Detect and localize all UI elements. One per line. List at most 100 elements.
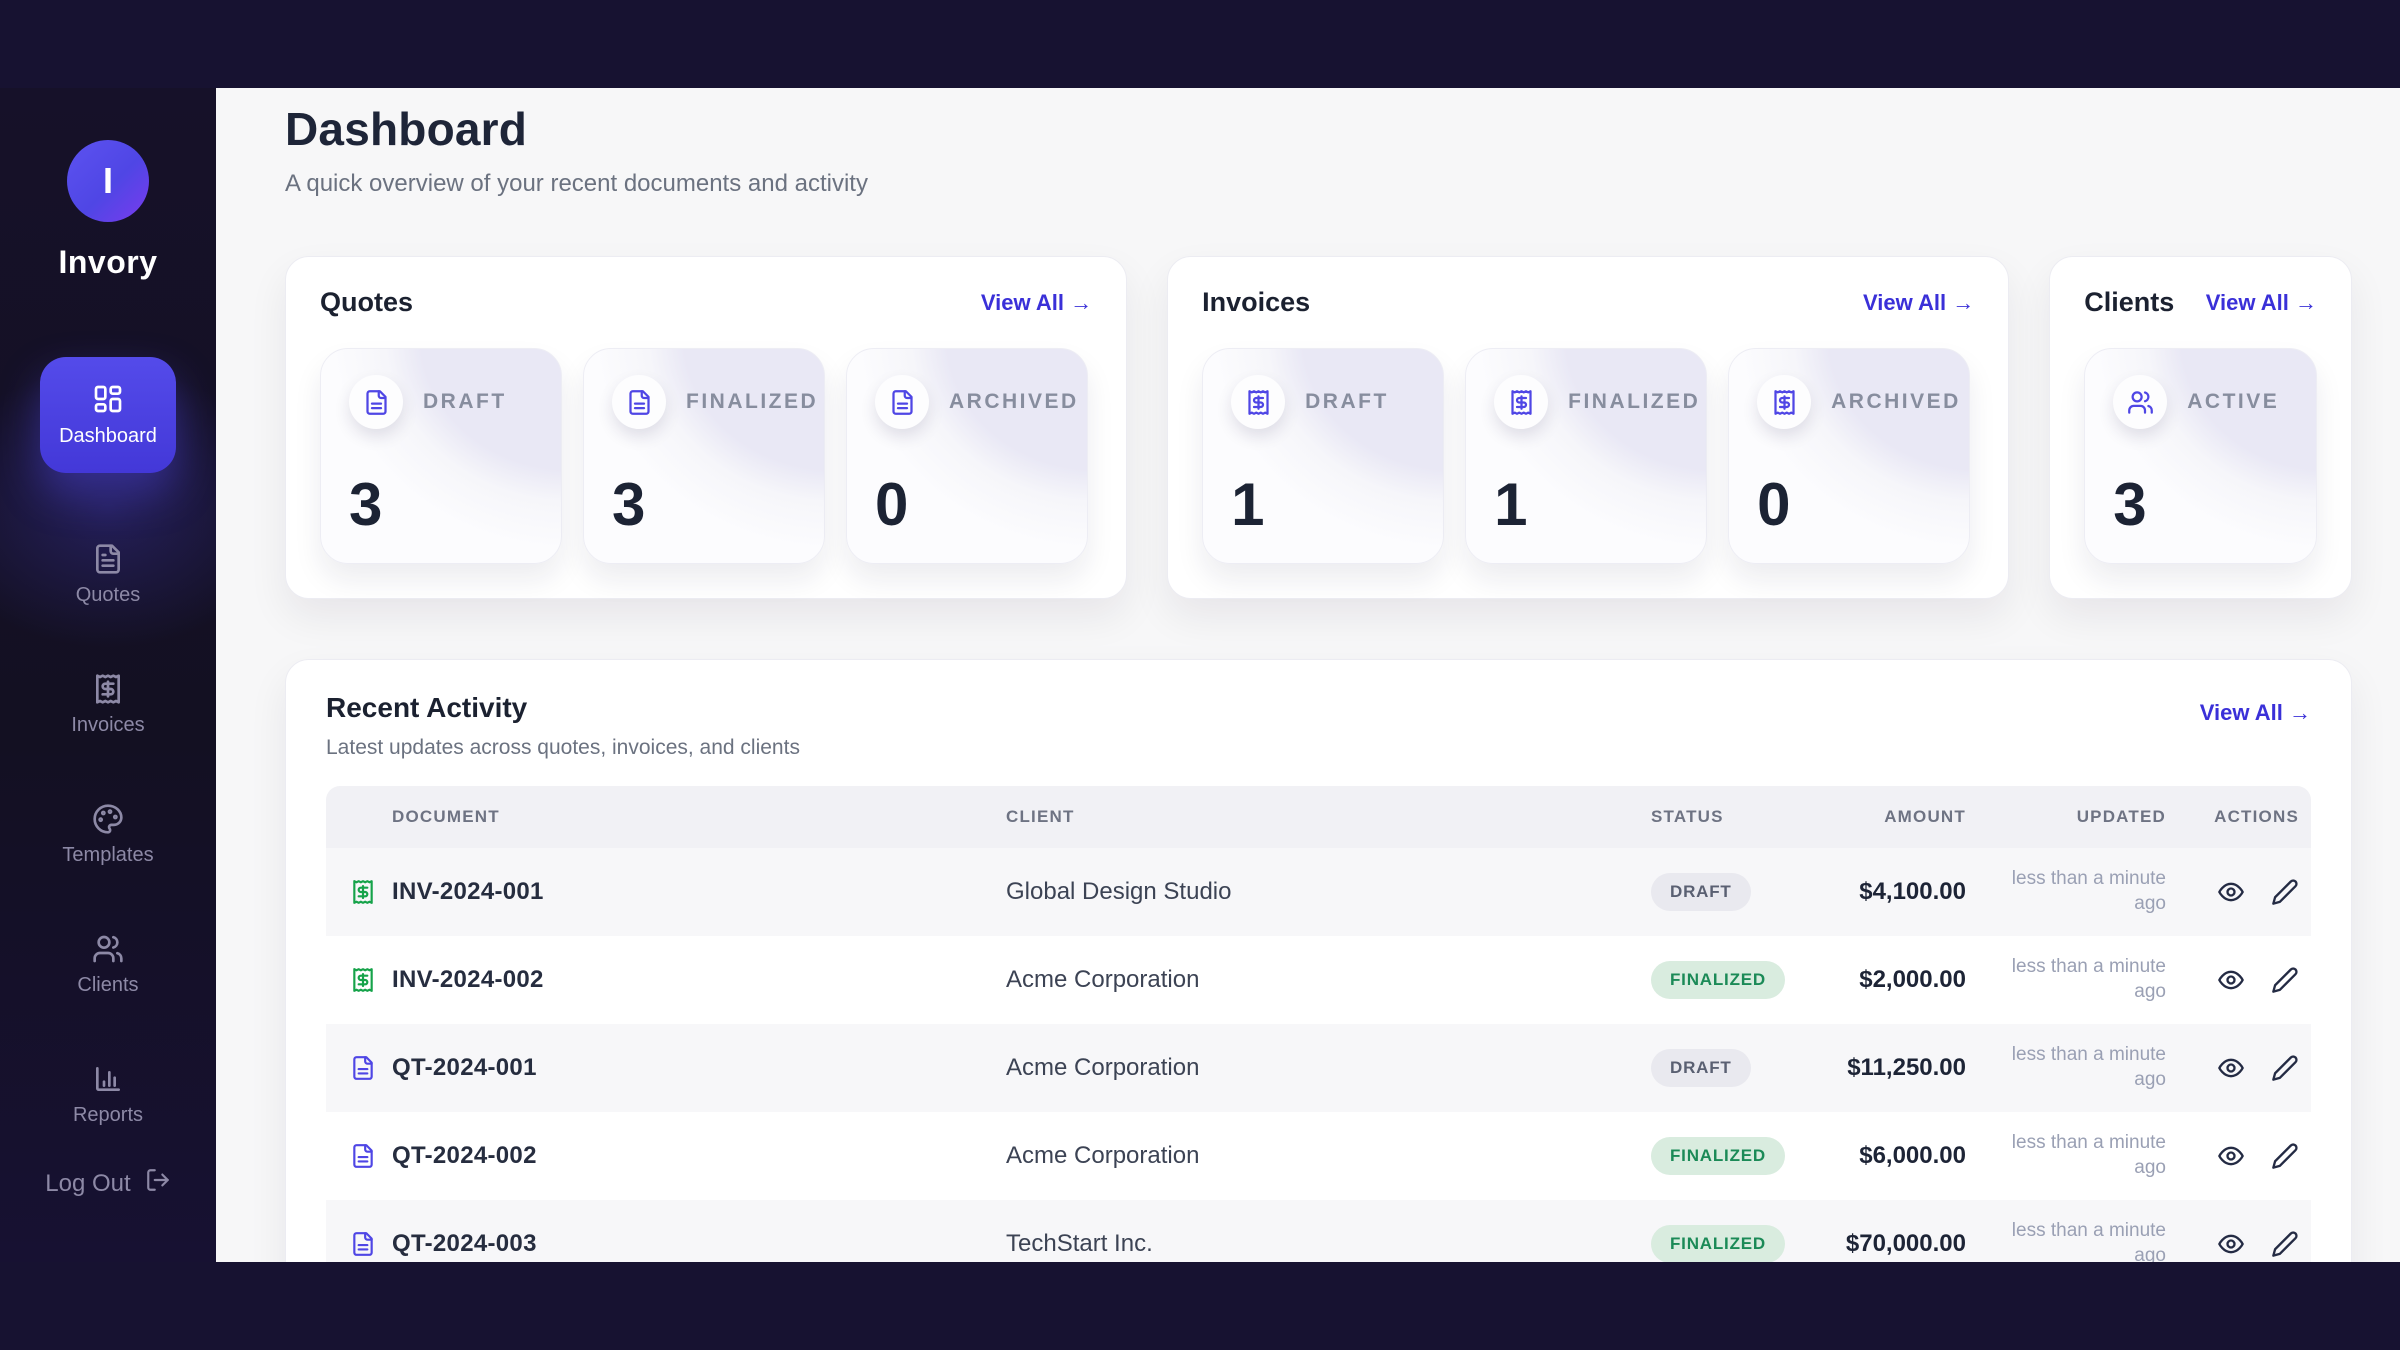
updated-time: less than a minute ago	[2011, 956, 2166, 1002]
table-row: INV-2024-001 Global Design Studio DRAFT …	[326, 848, 2311, 936]
doc-type-icon	[350, 967, 376, 993]
client-name: Acme Corporation	[1006, 966, 1200, 993]
users-icon	[92, 933, 124, 965]
sidebar-nav: Dashboard Quotes Invoices Templates	[0, 357, 216, 1127]
document-id: QT-2024-003	[392, 1230, 537, 1257]
doc-type-icon	[350, 1231, 376, 1257]
stat-label: DRAFT	[423, 390, 507, 413]
edit-button[interactable]	[2271, 1142, 2299, 1170]
recent-activity-subtitle: Latest updates across quotes, invoices, …	[326, 736, 800, 759]
receipt-icon	[1231, 375, 1286, 429]
amount: $11,250.00	[1847, 1054, 1966, 1081]
column-header-actions: ACTIONS	[2214, 807, 2299, 826]
table-row: QT-2024-001 Acme Corporation DRAFT $11,2…	[326, 1024, 2311, 1112]
page-subtitle: A quick overview of your recent document…	[285, 170, 868, 197]
doc-type-icon	[350, 879, 376, 905]
amount: $70,000.00	[1845, 1230, 1966, 1257]
page-title: Dashboard	[285, 103, 528, 155]
table-row: INV-2024-002 Acme Corporation FINALIZED …	[326, 936, 2311, 1024]
recent-activity-table: DOCUMENT CLIENT STATUS AMOUNT UPDATED AC…	[326, 786, 2311, 1262]
stat-label: ARCHIVED	[949, 390, 1079, 413]
sidebar-item-dashboard[interactable]: Dashboard	[40, 357, 176, 473]
stat-value: 1	[1231, 471, 1265, 538]
stat-label: ARCHIVED	[1831, 390, 1961, 413]
updated-time: less than a minute ago	[2011, 1044, 2166, 1090]
receipt-icon	[92, 673, 124, 705]
view-button[interactable]	[2217, 1142, 2245, 1170]
updated-time: less than a minute ago	[2011, 1132, 2166, 1178]
sidebar-item-label: Quotes	[75, 584, 141, 606]
app-name: Invory	[58, 244, 158, 280]
logout-label: Log Out	[45, 1169, 131, 1197]
table-row: QT-2024-002 Acme Corporation FINALIZED $…	[326, 1112, 2311, 1200]
app-logo: I	[67, 140, 149, 222]
table-header-row: DOCUMENT CLIENT STATUS AMOUNT UPDATED AC…	[326, 786, 2311, 848]
edit-button[interactable]	[2271, 1230, 2299, 1258]
dashboard-grid-icon	[92, 383, 124, 415]
sidebar-item-templates[interactable]: Templates	[62, 803, 154, 867]
quotes-card-title: Quotes	[320, 287, 414, 317]
document-icon	[875, 375, 929, 429]
sidebar-item-label: Templates	[62, 844, 154, 866]
table-row: QT-2024-003 TechStart Inc. FINALIZED $70…	[326, 1200, 2311, 1262]
sidebar-item-reports[interactable]: Reports	[73, 1063, 143, 1127]
document-icon	[612, 375, 666, 429]
document-id: INV-2024-002	[392, 966, 544, 993]
stat-tile-invoices-archived: ARCHIVED 0	[1728, 348, 1971, 564]
updated-time: less than a minute ago	[2011, 1220, 2166, 1262]
document-id: INV-2024-001	[392, 878, 544, 905]
view-button[interactable]	[2217, 966, 2245, 994]
logout-button[interactable]: Log Out	[45, 1167, 170, 1200]
stat-tile-invoices-draft: DRAFT 1	[1202, 348, 1445, 564]
document-icon	[349, 375, 403, 429]
app-frame: I Invory Dashboard Quotes Invoices	[0, 88, 2400, 1262]
sidebar-item-label: Clients	[77, 974, 139, 996]
column-header-client: CLIENT	[1006, 807, 1075, 826]
recent-activity-title: Recent Activity	[326, 692, 528, 723]
summary-cards-row: Quotes View All → DRAFT 3 FINA	[285, 256, 2352, 599]
document-id: QT-2024-001	[392, 1054, 537, 1081]
status-badge: FINALIZED	[1651, 1137, 1785, 1175]
column-header-status: STATUS	[1651, 807, 1724, 826]
client-name: Global Design Studio	[1006, 878, 1232, 905]
quotes-view-all-link[interactable]: View All →	[980, 289, 1093, 315]
stat-value: 0	[1757, 471, 1791, 538]
client-name: Acme Corporation	[1006, 1142, 1200, 1169]
column-header-document: DOCUMENT	[392, 807, 500, 826]
stat-tile-quotes-draft: DRAFT 3	[320, 348, 562, 564]
edit-button[interactable]	[2271, 966, 2299, 994]
edit-button[interactable]	[2271, 878, 2299, 906]
edit-button[interactable]	[2271, 1054, 2299, 1082]
stat-label: DRAFT	[1305, 390, 1389, 413]
recent-activity-view-all-link[interactable]: View All →	[2199, 700, 2311, 725]
client-name: Acme Corporation	[1006, 1054, 1200, 1081]
main-content: Dashboard A quick overview of your recen…	[216, 88, 2400, 1262]
status-badge: FINALIZED	[1651, 961, 1785, 999]
document-icon	[92, 543, 124, 575]
bar-chart-icon	[92, 1063, 124, 1095]
invoices-view-all-link[interactable]: View All →	[1862, 289, 1975, 315]
sidebar-item-clients[interactable]: Clients	[77, 933, 139, 997]
sidebar-item-invoices[interactable]: Invoices	[71, 673, 145, 737]
sidebar-item-quotes[interactable]: Quotes	[76, 543, 140, 607]
amount: $6,000.00	[1859, 1142, 1966, 1169]
clients-card: Clients View All → ACTIVE 3	[2049, 256, 2352, 599]
updated-time: less than a minute ago	[2011, 868, 2166, 914]
stat-value: 3	[612, 471, 646, 538]
clients-view-all-link[interactable]: View All →	[2205, 289, 2317, 315]
view-button[interactable]	[2217, 1230, 2245, 1258]
recent-activity-card: Recent Activity Latest updates across qu…	[285, 659, 2352, 1262]
logout-icon	[145, 1167, 171, 1200]
stat-label: FINALIZED	[686, 390, 819, 413]
view-button[interactable]	[2217, 878, 2245, 906]
amount: $4,100.00	[1859, 878, 1966, 905]
column-header-amount: AMOUNT	[1884, 807, 1966, 826]
users-icon	[2113, 375, 2168, 429]
doc-type-icon	[350, 1055, 376, 1081]
stat-label: ACTIVE	[2187, 390, 2280, 413]
sidebar-item-label: Invoices	[71, 714, 145, 736]
view-button[interactable]	[2217, 1054, 2245, 1082]
stat-tile-quotes-archived: ARCHIVED 0	[846, 348, 1088, 564]
clients-card-title: Clients	[2084, 287, 2175, 317]
stat-tile-invoices-finalized: FINALIZED 1	[1465, 348, 1708, 564]
